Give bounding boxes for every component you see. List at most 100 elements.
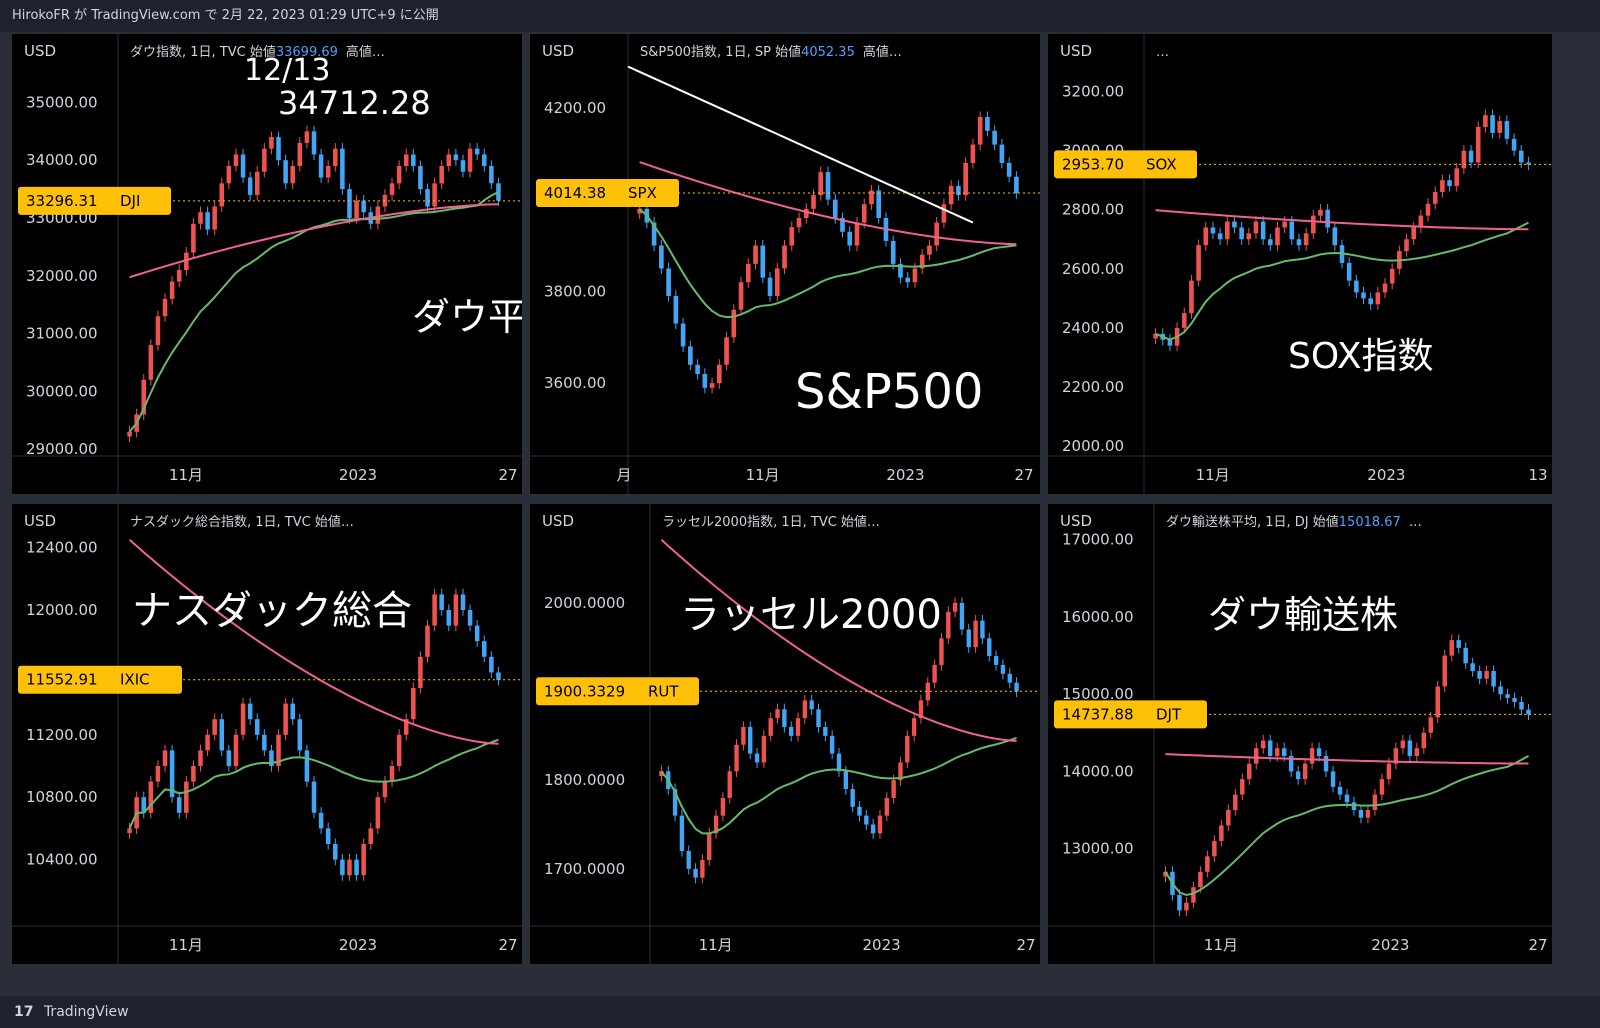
candle: [453, 588, 459, 632]
chart-legend[interactable]: ラッセル2000指数, 1日, TVC 始値…: [662, 514, 880, 530]
candle: [184, 247, 189, 276]
ma-green-line: [128, 191, 499, 433]
x-tick-label: 13: [1528, 466, 1547, 484]
chart-svg-rut[interactable]: USD ラッセル2000指数, 1日, TVC 始値… 2000.0000 1800.…: [530, 504, 1040, 964]
candle: [496, 666, 501, 686]
x-tick-label: 2023: [1367, 466, 1405, 484]
candle: [240, 697, 246, 741]
candle: [1346, 257, 1352, 287]
x-tick-label: 2023: [863, 936, 901, 954]
legend-tail: …: [1409, 515, 1422, 530]
candle: [1302, 758, 1308, 785]
y-tick-label: 29000.00: [26, 440, 98, 458]
candle: [775, 703, 780, 724]
candle: [1203, 221, 1209, 251]
chart-svg-ixic[interactable]: USD ナスダック総合指数, 1日, TVC 始値… 12400.00 12000.0…: [12, 504, 522, 964]
candle: [1389, 263, 1395, 290]
candle: [467, 143, 473, 178]
candle: [1007, 668, 1012, 689]
chart-legend[interactable]: ダウ輸送株平均, 1日, DJ 始値15018.67…: [1166, 514, 1422, 530]
candle: [702, 368, 708, 394]
chart-panel-rut[interactable]: USD ラッセル2000指数, 1日, TVC 始値… 2000.0000 1800.…: [530, 504, 1040, 964]
candle: [297, 137, 303, 172]
legend-open-value: 33699.69: [276, 45, 338, 60]
candle: [155, 310, 161, 351]
candle: [760, 239, 766, 284]
candle: [973, 615, 978, 653]
candle: [754, 747, 760, 769]
candle: [1184, 897, 1189, 917]
footer-bar: 17 TradingView: [0, 996, 1600, 1028]
candle: [847, 226, 853, 252]
candle: [1189, 275, 1194, 319]
candle: [489, 651, 494, 679]
candle: [1475, 121, 1481, 169]
candle: [297, 713, 303, 757]
candle: [283, 154, 288, 189]
chart-panel-spx[interactable]: USD S&P500指数, 1日, SP 始値4052.35 高値… 4200.00 3…: [530, 34, 1040, 494]
candle: [432, 177, 437, 213]
publish-header: HirokoFR が TradingView.com で 2月 22, 2023…: [0, 0, 1600, 32]
chart-panel-dji[interactable]: USD ダウ指数, 1日, TVC 始値33699.69 高値… 35000.00 34…: [12, 34, 522, 494]
candle: [1400, 734, 1406, 754]
candle: [176, 791, 182, 819]
chart-panel-sox[interactable]: USD…3200.003000.002800.002600.002400.002…: [1048, 34, 1552, 494]
candle: [836, 747, 842, 777]
y-tick-label: 31000.00: [26, 325, 98, 343]
candle: [1414, 742, 1420, 762]
overlay-title: ダウ平均: [412, 295, 522, 339]
y-tick-label: 10800.00: [26, 788, 98, 806]
candle: [1418, 210, 1424, 234]
candle: [411, 682, 416, 725]
chart-legend[interactable]: ナスダック総合指数, 1日, TVC 始値…: [130, 514, 354, 530]
candle: [782, 239, 787, 275]
candle: [1435, 680, 1440, 723]
tv-logo-icon[interactable]: 17: [14, 1004, 34, 1020]
candle: [325, 822, 331, 850]
candle: [489, 160, 494, 189]
candle: [934, 216, 939, 252]
candle: [977, 111, 983, 151]
candle: [1404, 233, 1409, 257]
candle: [347, 853, 352, 881]
candle: [713, 810, 719, 839]
candle: [1337, 781, 1343, 801]
candle: [198, 206, 203, 230]
trend-line[interactable]: [627, 65, 974, 224]
candle: [276, 131, 281, 166]
candle: [811, 189, 816, 215]
candle: [1505, 688, 1510, 704]
chart-svg-sox[interactable]: USD…3200.003000.002800.002600.002400.002…: [1048, 34, 1552, 494]
candle: [918, 694, 924, 724]
chart-svg-djt[interactable]: USD ダウ輸送株平均, 1日, DJ 始値15018.67 … 17000.00 16…: [1048, 504, 1552, 964]
candle: [1379, 773, 1385, 801]
candle: [1518, 145, 1524, 169]
candle: [884, 792, 889, 822]
x-tick-label: 11月: [1204, 936, 1238, 954]
candle: [1483, 109, 1488, 133]
candle: [1511, 133, 1517, 157]
candle: [745, 258, 751, 288]
candle: [254, 166, 260, 201]
chart-legend[interactable]: …: [1156, 45, 1169, 60]
candle: [1253, 215, 1259, 239]
chart-panel-ixic[interactable]: USD ナスダック総合指数, 1日, TVC 始値… 12400.00 12000.0…: [12, 504, 522, 964]
x-tick-label: 11月: [169, 466, 203, 484]
ma-pink-line: [660, 539, 1017, 742]
candle: [453, 148, 459, 166]
candle: [1428, 711, 1434, 739]
candle: [254, 713, 260, 741]
chart-legend[interactable]: ダウ指数, 1日, TVC 始値33699.69 高値…: [130, 44, 385, 60]
chart-panel-djt[interactable]: USD ダウ輸送株平均, 1日, DJ 始値15018.67 … 17000.00 16…: [1048, 504, 1552, 964]
chart-legend[interactable]: S&P500指数, 1日, SP 始値4052.35 高値…: [640, 44, 902, 60]
candle: [184, 775, 189, 819]
candle: [212, 713, 217, 741]
candle: [304, 125, 310, 149]
current-price-value: 33296.31: [26, 192, 98, 210]
chart-svg-dji[interactable]: USD ダウ指数, 1日, TVC 始値33699.69 高値… 35000.00 34…: [12, 34, 522, 494]
candle: [1407, 734, 1413, 762]
footer-brand[interactable]: TradingView: [43, 1004, 129, 1020]
ma-pink-line: [129, 203, 499, 279]
candle: [795, 712, 801, 742]
chart-svg-spx[interactable]: USD S&P500指数, 1日, SP 始値4052.35 高値… 4200.00 3…: [530, 34, 1040, 494]
